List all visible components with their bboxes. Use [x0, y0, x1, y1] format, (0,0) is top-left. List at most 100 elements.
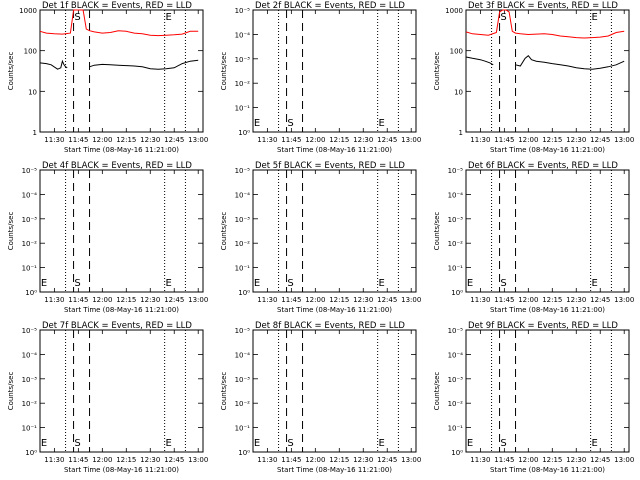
panel-title: Det 2f BLACK = Events, RED = LLD — [255, 1, 405, 11]
y-tick-label: 10⁻³ — [22, 376, 38, 384]
y-tick-label: 10⁻⁵ — [235, 167, 251, 175]
x-tick-label: 12:00 — [305, 136, 325, 144]
x-tick-label: 12:00 — [305, 456, 325, 464]
y-tick-label: 1000 — [19, 7, 37, 15]
panel-title: Det 4f BLACK = Events, RED = LLD — [42, 161, 192, 171]
y-tick-label: 1 — [459, 129, 463, 137]
y-tick-label: 10⁻¹ — [235, 425, 251, 433]
y-tick-label: 10⁻⁵ — [235, 327, 251, 335]
end-marker-label: E — [165, 12, 171, 23]
detector-panel-6: Det 6f BLACK = Events, RED = LLD 11:30 11:… — [433, 161, 634, 314]
plot-frame — [465, 9, 630, 133]
y-axis-label: Counts/sec — [220, 372, 228, 411]
x-tick-label: 12:45 — [164, 136, 184, 144]
y-tick-label: 10⁻⁴ — [22, 351, 38, 359]
end-marker-label: E — [41, 278, 47, 289]
detector-panel-9: Det 9f BLACK = Events, RED = LLD 11:30 11:… — [433, 321, 634, 474]
end-marker-label: E — [467, 278, 473, 289]
panel-title: Det 8f BLACK = Events, RED = LLD — [255, 321, 405, 331]
y-tick-label: 10⁻¹ — [22, 425, 38, 433]
x-tick-label: 13:00 — [401, 456, 421, 464]
y-axis-label: Counts/sec — [7, 52, 15, 91]
x-tick-label: 11:30 — [257, 136, 277, 144]
x-tick-label: 12:30 — [566, 296, 586, 304]
y-tick-label: 10 — [454, 88, 463, 96]
y-axis-label: Counts/sec — [433, 372, 441, 411]
x-tick-label: 11:30 — [44, 296, 64, 304]
y-tick-label: 10⁻¹ — [448, 265, 464, 273]
start-marker-label: S — [500, 438, 506, 449]
plot-frame — [252, 9, 417, 133]
x-tick-label: 11:45 — [494, 136, 514, 144]
x-tick-label: 12:15 — [542, 456, 562, 464]
x-tick-label: 12:30 — [353, 136, 373, 144]
end-marker-label: E — [591, 438, 597, 449]
detector-panel-5: Det 5f BLACK = Events, RED = LLD 11:30 11:… — [220, 161, 421, 314]
y-axis-label: Counts/sec — [220, 52, 228, 91]
y-tick-label: 10⁻³ — [448, 376, 464, 384]
y-tick-label: 10⁰ — [451, 449, 463, 457]
x-tick-label: 12:45 — [377, 296, 397, 304]
end-marker-label: E — [591, 278, 597, 289]
x-axis-label: Start Time (08-May-16 11:21:00) — [64, 466, 179, 474]
detector-panel-4: Det 4f BLACK = Events, RED = LLD 11:30 11:… — [7, 161, 208, 314]
y-tick-label: 10⁻² — [235, 240, 251, 248]
x-tick-label: 12:15 — [329, 136, 349, 144]
plot-frame — [39, 329, 204, 453]
x-tick-label: 11:30 — [470, 456, 490, 464]
start-marker-label: S — [287, 118, 293, 129]
x-axis-label: Start Time (08-May-16 11:21:00) — [490, 146, 605, 154]
x-tick-label: 12:30 — [353, 296, 373, 304]
start-marker-label: S — [74, 12, 80, 23]
x-tick-label: 12:00 — [518, 136, 538, 144]
y-tick-label: 10⁻² — [448, 240, 464, 248]
x-axis-label: Start Time (08-May-16 11:21:00) — [490, 466, 605, 474]
panel-title: Det 5f BLACK = Events, RED = LLD — [255, 161, 405, 171]
x-tick-label: 12:15 — [116, 296, 136, 304]
x-tick-label: 12:30 — [353, 456, 373, 464]
y-tick-label: 10⁻² — [448, 400, 464, 408]
end-marker-label: E — [378, 118, 384, 129]
x-tick-label: 13:00 — [614, 456, 634, 464]
x-tick-label: 12:30 — [140, 296, 160, 304]
y-tick-label: 10⁻³ — [235, 216, 251, 224]
x-tick-label: 12:45 — [590, 136, 610, 144]
x-tick-label: 11:30 — [470, 136, 490, 144]
plot-frame — [465, 169, 630, 293]
y-tick-label: 100 — [24, 48, 37, 56]
y-tick-label: 10⁻¹ — [448, 425, 464, 433]
x-tick-label: 11:30 — [257, 296, 277, 304]
y-axis-label: Counts/sec — [433, 212, 441, 251]
x-axis-label: Start Time (08-May-16 11:21:00) — [64, 146, 179, 154]
x-tick-label: 13:00 — [188, 136, 208, 144]
x-tick-label: 11:30 — [257, 456, 277, 464]
end-marker-label: E — [378, 438, 384, 449]
x-tick-label: 11:45 — [281, 296, 301, 304]
y-tick-label: 10⁻³ — [22, 216, 38, 224]
plot-frame — [252, 329, 417, 453]
y-tick-label: 10⁻¹ — [235, 265, 251, 273]
plot-frame — [465, 329, 630, 453]
x-tick-label: 13:00 — [188, 296, 208, 304]
x-tick-label: 12:15 — [116, 136, 136, 144]
start-marker-label: S — [74, 438, 80, 449]
end-marker-label: E — [165, 278, 171, 289]
x-axis-label: Start Time (08-May-16 11:21:00) — [64, 306, 179, 314]
y-axis-label: Counts/sec — [7, 212, 15, 251]
end-marker-label: E — [254, 438, 260, 449]
panel-title: Det 1f BLACK = Events, RED = LLD — [42, 1, 192, 11]
y-tick-label: 100 — [450, 48, 463, 56]
x-tick-label: 11:30 — [44, 136, 64, 144]
x-tick-label: 12:45 — [590, 456, 610, 464]
x-axis-label: Start Time (08-May-16 11:21:00) — [277, 306, 392, 314]
events-series-line — [465, 54, 625, 70]
x-tick-label: 12:00 — [305, 296, 325, 304]
x-tick-label: 12:30 — [140, 456, 160, 464]
y-tick-label: 10⁻² — [235, 80, 251, 88]
y-tick-label: 10⁻³ — [448, 216, 464, 224]
y-tick-label: 10⁻² — [22, 240, 38, 248]
x-axis-label: Start Time (08-May-16 11:21:00) — [277, 146, 392, 154]
x-tick-label: 11:45 — [68, 456, 88, 464]
x-tick-label: 12:00 — [92, 456, 112, 464]
